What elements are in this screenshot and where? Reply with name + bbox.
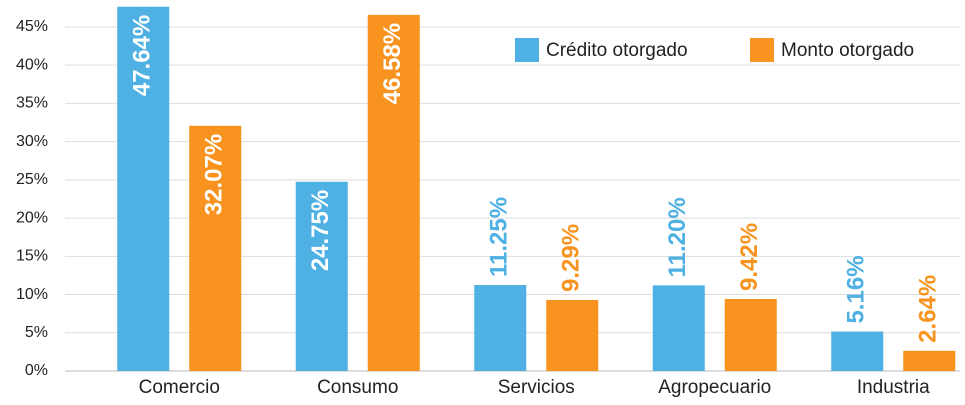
x-tick-label: Comercio bbox=[139, 377, 220, 398]
value-label: 9.42% bbox=[736, 223, 763, 291]
legend-label: Crédito otorgado bbox=[546, 40, 688, 61]
x-tick-label: Consumo bbox=[317, 377, 398, 398]
bar bbox=[724, 298, 777, 371]
y-tick-label: 45% bbox=[16, 18, 48, 35]
bar bbox=[474, 284, 527, 371]
y-tick-label: 40% bbox=[16, 56, 48, 73]
bar bbox=[295, 181, 348, 371]
bar bbox=[117, 6, 170, 371]
value-label: 11.25% bbox=[486, 197, 513, 277]
legend-label: Monto otorgado bbox=[781, 40, 914, 61]
value-label: 32.07% bbox=[201, 134, 228, 215]
bar bbox=[652, 285, 705, 371]
legend-swatch bbox=[515, 38, 539, 62]
value-label: 47.64% bbox=[129, 15, 156, 96]
x-tick-label: Servicios bbox=[498, 377, 575, 398]
y-tick-label: 5% bbox=[25, 324, 48, 341]
bar bbox=[189, 125, 242, 371]
y-tick-label: 20% bbox=[16, 209, 48, 226]
value-label: 24.75% bbox=[307, 190, 334, 271]
y-tick-label: 25% bbox=[16, 171, 48, 188]
y-tick-label: 30% bbox=[16, 133, 48, 150]
value-label: 9.29% bbox=[558, 224, 585, 292]
bar bbox=[831, 331, 884, 371]
x-tick-label: Agropecuario bbox=[658, 377, 771, 398]
y-tick-label: 35% bbox=[16, 95, 48, 112]
y-tick-label: 15% bbox=[16, 248, 48, 265]
bar bbox=[367, 14, 420, 371]
value-label: 11.20% bbox=[664, 197, 691, 277]
value-label: 2.64% bbox=[915, 275, 942, 343]
value-label: 46.58% bbox=[379, 23, 406, 104]
value-label: 5.16% bbox=[843, 255, 870, 323]
legend-swatch bbox=[750, 38, 774, 62]
x-tick-label: Industria bbox=[857, 377, 930, 398]
y-tick-label: 0% bbox=[25, 362, 48, 379]
y-tick-label: 10% bbox=[16, 286, 48, 303]
bar bbox=[903, 350, 956, 371]
bar bbox=[546, 299, 599, 371]
